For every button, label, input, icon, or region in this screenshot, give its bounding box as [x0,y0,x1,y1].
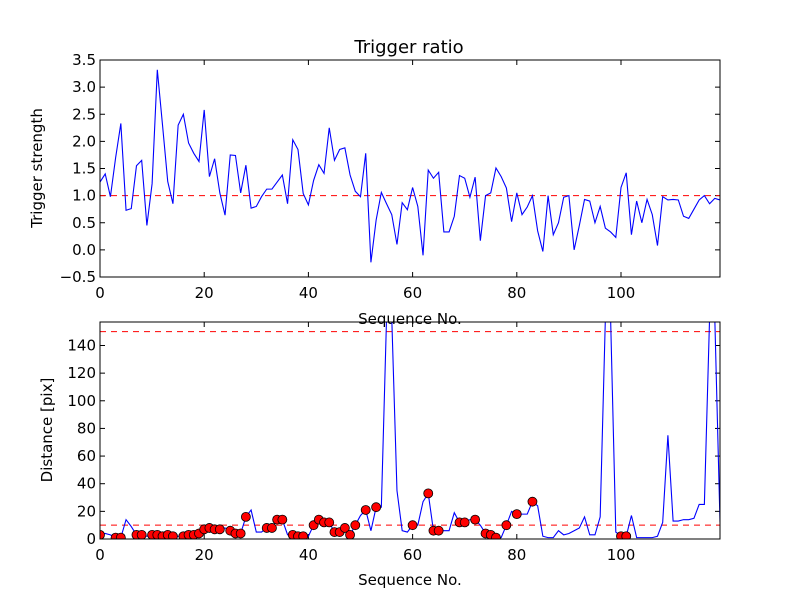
trigger-ratio-plot-area [100,69,720,263]
distance-marker-point [501,520,512,531]
trigger-ratio-chart: Trigger ratio 0 20 40 60 80 100 −0.5 0.0 0.5 1.0 1… [28,37,721,328]
y-tick-label: 3.5 [72,51,96,69]
distance-marker-point [168,531,178,539]
distance-marker-point [491,532,501,539]
y-tick-label: 20 [77,502,96,520]
distance-marker-point [115,532,126,539]
x-tick-label: 80 [507,546,526,564]
y-tick-label: 80 [77,419,96,437]
distance-marker-point [459,517,470,528]
x-tick-label: 0 [95,284,105,302]
distance-axes-frame [99,321,721,540]
y-tick-label: −0.5 [60,268,96,286]
y-tick-label: 3.0 [72,78,96,96]
distance-marker-point [345,529,355,539]
trigger-ratio-ticks: 0 20 40 60 80 100 −0.5 0.0 0.5 1.0 1.5 2.0 2.5 3.0 3.5 [60,51,720,302]
distance-marker-point [350,520,361,531]
distance-marker-point [214,524,225,535]
distance-marker-point [407,520,418,531]
distance-marker-point [267,523,277,533]
distance-marker-point [240,511,251,522]
y-tick-label: 40 [77,475,96,493]
distance-marker-point [621,531,632,539]
distance-marker-point [433,525,444,536]
distance-xlabel: Sequence No. [358,571,462,589]
distance-marker-point [423,488,434,499]
x-tick-label: 20 [195,546,214,564]
y-tick-label: 100 [67,392,96,410]
distance-marker-point [470,514,481,525]
distance-marker-point [371,502,382,513]
y-tick-label: 0.5 [72,214,96,232]
x-tick-label: 40 [299,546,318,564]
x-tick-label: 60 [403,546,422,564]
trigger-ratio-title: Trigger ratio [353,37,463,58]
x-tick-label: 0 [95,546,105,564]
distance-marker-point [277,514,288,525]
x-tick-label: 100 [607,546,636,564]
distance-marker-point [136,529,147,539]
distance-marker-point [235,528,246,539]
y-tick-label: 2.5 [72,105,96,123]
distance-ylabel: Distance [pix] [38,378,56,483]
distance-marker-point [360,505,371,515]
y-tick-label: 2.0 [72,132,96,150]
y-tick-label: 140 [67,336,96,354]
y-tick-label: 60 [77,447,96,465]
distance-marker-point [527,496,538,507]
y-tick-label: 120 [67,364,96,382]
y-tick-label: 0.0 [72,241,96,259]
distance-marker-point [511,509,522,520]
distance-ticks: 0 20 40 60 80 100 0 20 40 60 80 100 120 140 [67,322,720,564]
x-tick-label: 60 [403,284,422,302]
distance-marker-point [339,523,350,533]
y-tick-label: 1.0 [72,187,96,205]
trigger-strength-series-line [100,69,720,263]
x-tick-label: 100 [607,284,636,302]
trigger-ratio-xlabel: Sequence No. [358,310,462,328]
trigger-ratio-axes-frame [99,59,721,278]
x-tick-label: 20 [195,284,214,302]
y-tick-label: 1.5 [72,160,96,178]
distance-marker-point [100,529,105,539]
distance-chart: 0 20 40 60 80 100 0 20 40 60 80 100 120 140 Sequence … [38,321,721,589]
distance-plot-area [100,322,720,539]
distance-marker-point [324,517,335,528]
distance-marker-point [298,531,309,539]
x-tick-label: 40 [299,284,318,302]
x-tick-label: 80 [507,284,526,302]
trigger-ratio-ylabel: Trigger strength [28,108,46,229]
y-tick-label: 0 [86,530,96,548]
